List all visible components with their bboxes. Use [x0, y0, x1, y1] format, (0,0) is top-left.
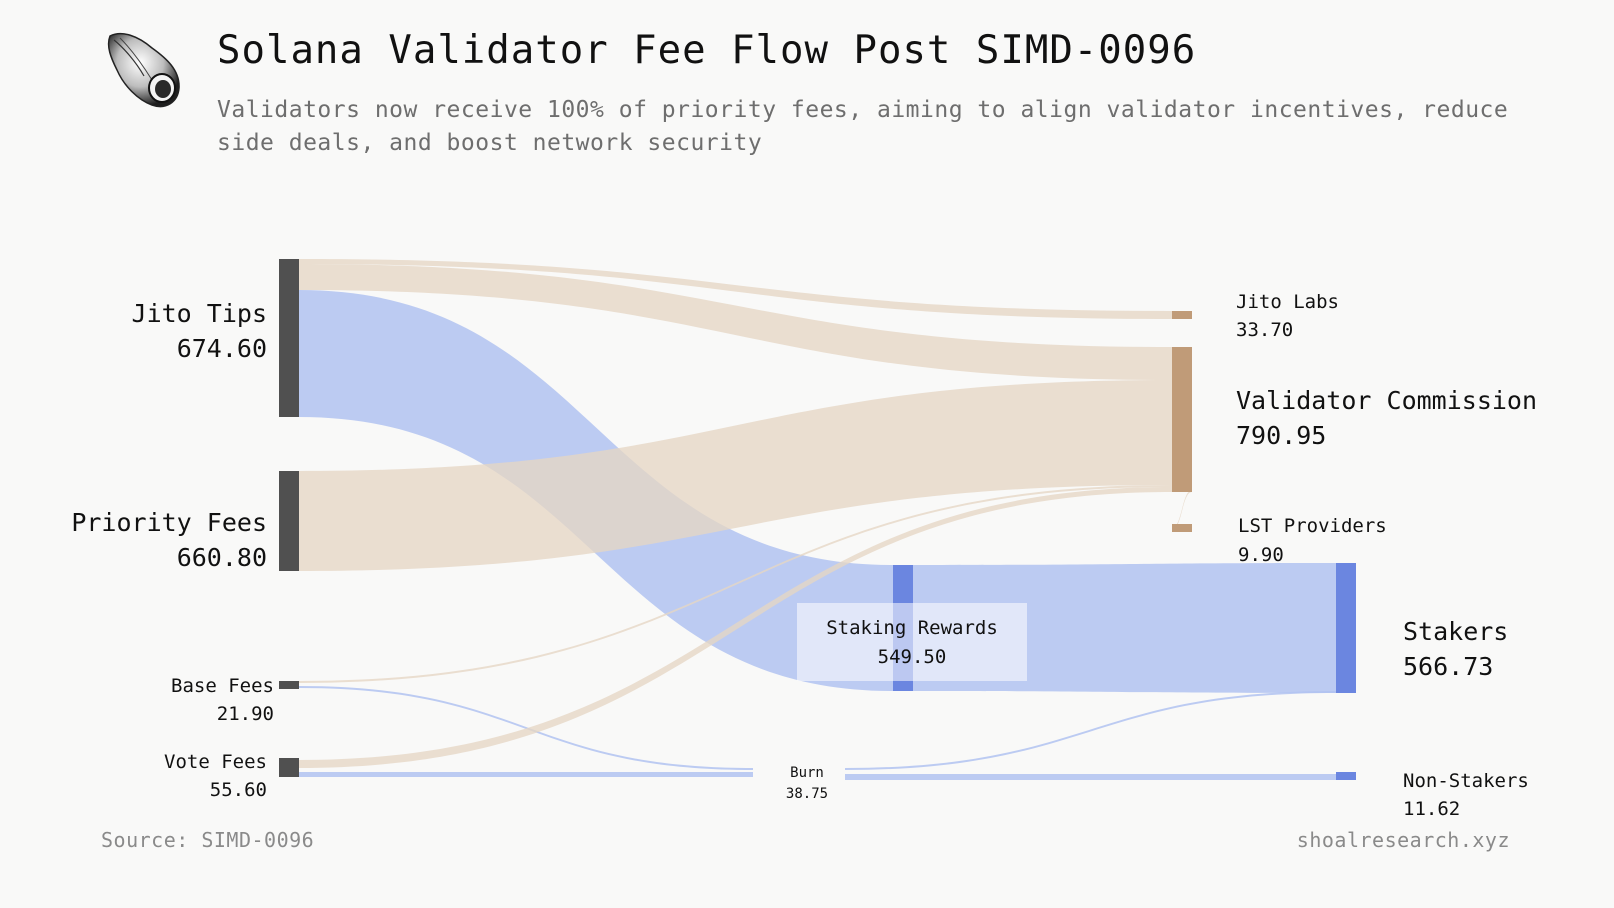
label-stakers: Stakers	[1403, 617, 1508, 646]
site-credit: shoalresearch.xyz	[1296, 828, 1510, 852]
value-jito-tips: 674.60	[177, 334, 267, 363]
chart-title: Solana Validator Fee Flow Post SIMD-0096	[217, 28, 1197, 73]
label-jito-tips: Jito Tips	[132, 299, 267, 328]
node-stakers	[1336, 563, 1356, 693]
shell-icon	[107, 32, 180, 108]
label-priority-fees: Priority Fees	[71, 508, 267, 537]
value-burn: 38.75	[786, 786, 828, 802]
node-jito-tips	[279, 259, 299, 417]
node-base-fees	[279, 681, 299, 689]
node-jito-labs	[1172, 311, 1192, 319]
node-lst-providers	[1172, 524, 1192, 532]
label-vote-fees: Vote Fees	[164, 751, 267, 773]
label-burn: Burn	[790, 765, 824, 781]
value-staking-rewards: 549.50	[878, 646, 947, 668]
label-validator-commission: Validator Commission	[1236, 386, 1537, 415]
label-non-stakers: Non-Stakers	[1403, 770, 1529, 792]
node-validator-commission	[1172, 347, 1192, 492]
value-base-fees: 21.90	[217, 703, 274, 725]
label-base-fees: Base Fees	[171, 675, 274, 697]
flow-base-fees-to-burn	[299, 686, 753, 770]
node-vote-fees	[279, 758, 299, 777]
value-vote-fees: 55.60	[210, 779, 267, 801]
flow-jito-tips-to-jito-labs	[299, 259, 1172, 319]
label-jito-labs: Jito Labs	[1236, 291, 1339, 313]
value-lst-providers: 9.90	[1238, 544, 1284, 566]
sankey-nodes	[279, 259, 1356, 780]
chart-subtitle: Validators now receive 100% of priority …	[217, 97, 1509, 156]
flow-jito-tips-to-validator-commission	[299, 264, 1172, 380]
sankey-labels: Jito Tips 674.60 Priority Fees 660.80 Base F…	[71, 291, 1537, 820]
flow-base-fees-to-validator-commission	[299, 485, 1172, 683]
value-validator-commission: 790.95	[1236, 421, 1326, 450]
label-lst-providers: LST Providers	[1238, 515, 1387, 537]
flow-priority-fees-to-validator-commission	[299, 380, 1172, 571]
value-non-stakers: 11.62	[1403, 798, 1460, 820]
flow-burn-to-stakers	[845, 691, 1336, 770]
node-non-stakers	[1336, 772, 1356, 780]
flow-vote-fees-to-burn	[299, 772, 753, 777]
sankey-links	[299, 259, 1336, 780]
node-priority-fees	[279, 471, 299, 571]
staking-rewards-label-box	[797, 603, 1027, 681]
flow-burn-to-non-stakers	[845, 774, 1336, 780]
value-priority-fees: 660.80	[177, 543, 267, 572]
value-stakers: 566.73	[1403, 652, 1493, 681]
label-staking-rewards: Staking Rewards	[826, 617, 998, 639]
flow-validator-commission-to-lst-providers	[1172, 490, 1192, 530]
source-note: Source: SIMD-0096	[101, 828, 315, 852]
value-jito-labs: 33.70	[1236, 319, 1293, 341]
flow-vote-fees-to-validator-commission	[299, 487, 1172, 768]
